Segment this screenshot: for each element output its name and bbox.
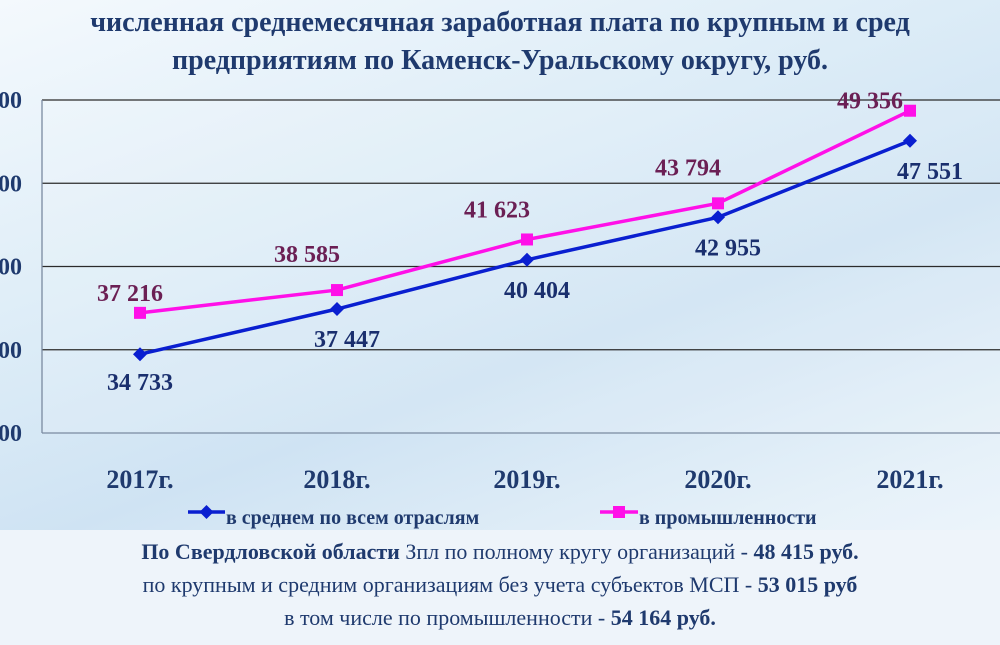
data-point <box>331 284 343 297</box>
footer-line-3-text: в том числе по промышленности - <box>284 605 611 630</box>
data-point <box>133 347 147 362</box>
legend-label: в среднем по всем отраслям <box>226 507 479 529</box>
footer-line-1-value: 48 415 руб. <box>753 539 859 564</box>
legend-marker <box>613 506 625 518</box>
footer-note: По Свердловской области Зпл по полному к… <box>0 530 1000 645</box>
data-point <box>711 210 725 225</box>
footer-line-3-value: 54 164 руб. <box>610 605 716 630</box>
data-label: 38 585 <box>274 242 340 268</box>
chart-title-line-1: численная среднемесячная заработная плат… <box>90 7 910 38</box>
y-tick-label: 00 <box>0 171 22 197</box>
data-label: 34 733 <box>107 370 173 396</box>
x-tick-label: 2021г. <box>876 465 943 494</box>
legend-label: в промышленности <box>639 507 817 529</box>
chart-title-line-2: предприятиям по Каменск-Уральскому округ… <box>171 45 828 76</box>
y-tick-label: 00 <box>0 421 22 447</box>
data-point <box>712 197 724 210</box>
y-tick-label: 00 <box>0 88 22 114</box>
x-tick-label: 2018г. <box>303 465 370 494</box>
x-tick-label: 2017г. <box>106 465 173 494</box>
data-label: 37 447 <box>314 327 380 353</box>
data-label: 40 404 <box>504 278 570 304</box>
footer-line-1: По Свердловской области Зпл по полному к… <box>0 535 1000 568</box>
data-label: 37 216 <box>97 281 163 307</box>
data-point <box>520 252 534 267</box>
footer-line-2-text: по крупным и средним организациям без уч… <box>142 572 758 597</box>
data-point <box>330 302 344 317</box>
data-label: 41 623 <box>464 197 530 223</box>
legend-marker <box>199 505 214 519</box>
x-tick-label: 2020г. <box>684 465 751 494</box>
data-point <box>903 133 917 148</box>
data-point <box>904 104 916 117</box>
footer-line-2: по крупным и средним организациям без уч… <box>0 568 1000 601</box>
data-label: 47 551 <box>897 159 963 185</box>
data-label: 42 955 <box>695 235 761 261</box>
plot-area: 00 00 00 00 00 2017г. 2018г. 2019г. 2020г. 2021г.… <box>0 88 1000 529</box>
y-tick-label: 00 <box>0 255 22 281</box>
footer-line-2-value: 53 015 руб <box>757 572 858 597</box>
y-tick-label: 00 <box>0 338 22 364</box>
data-point <box>134 306 146 319</box>
data-label: 43 794 <box>655 155 721 181</box>
footer-line-1-text: Зпл по полному кругу организаций - <box>399 539 754 564</box>
data-label: 49 356 <box>837 89 903 115</box>
data-point <box>521 233 533 246</box>
chart-title: численная среднемесячная заработная плат… <box>0 4 1000 80</box>
footer-region: По Свердловской области <box>141 539 400 564</box>
line-chart: 00 00 00 00 00 2017г. 2018г. 2019г. 2020г. 2021г.… <box>0 88 1000 529</box>
x-tick-label: 2019г. <box>493 465 560 494</box>
footer-line-3: в том числе по промышленности - 54 164 р… <box>0 601 1000 634</box>
